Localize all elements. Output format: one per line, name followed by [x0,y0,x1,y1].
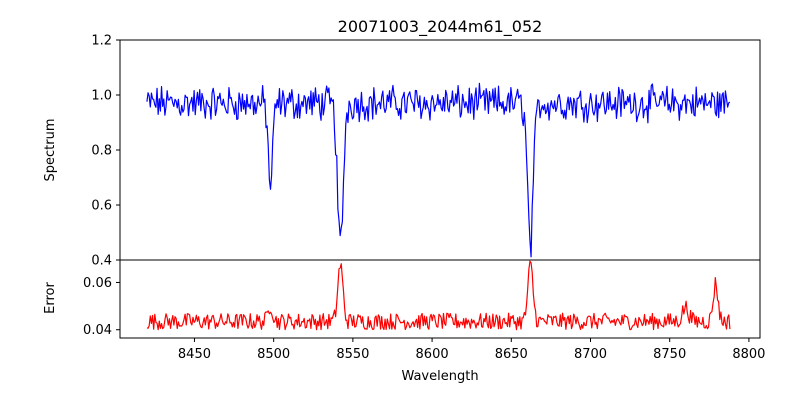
x-tick-label: 8800 [732,347,765,362]
error-axes-frame [119,259,761,339]
spectrum-axes-frame [119,39,761,261]
x-axis-label: Wavelength [401,369,478,384]
spectrum-line [146,82,731,258]
spectrum-y-tick-label: 1.0 [91,89,112,104]
error-line [146,260,731,331]
error-panel: 0.04 0.06 8450 8500 8550 8600 8650 8700 8750 8800 [83,259,765,362]
spectrum-y-tick-label: 0.4 [91,254,112,269]
x-tick-label: 8600 [416,347,449,362]
spectrum-y-axis-label: Spectrum [43,119,58,182]
x-tick-label: 8500 [257,347,290,362]
error-y-axis-label: Error [43,282,58,314]
x-tick-label: 8450 [178,347,211,362]
spectrum-y-tick-label: 1.2 [91,34,112,49]
spectrum-y-tick-label: 0.6 [91,199,112,214]
x-tick-label: 8700 [574,347,607,362]
x-tick-label: 8550 [336,347,369,362]
chart-title: 20071003_2044m61_052 [338,17,543,37]
error-y-tick-label: 0.04 [83,323,112,338]
spectrum-panel: 0.4 0.6 0.8 1.0 1.2 [91,34,761,269]
x-tick-label: 8650 [495,347,528,362]
error-y-tick-label: 0.06 [83,276,112,291]
spectrum-y-tick-label: 0.8 [91,144,112,159]
x-tick-label: 8750 [653,347,686,362]
